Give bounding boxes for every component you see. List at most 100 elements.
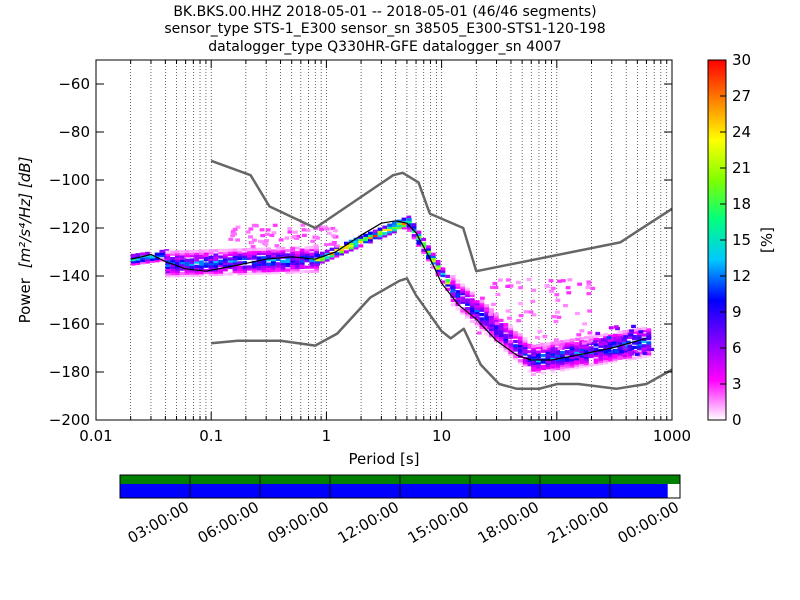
psd-density-cell (315, 258, 320, 262)
psd-density-cell (320, 256, 325, 260)
psd-density-cell (387, 225, 392, 229)
psd-density-cell (598, 338, 604, 342)
psd-density-cell (584, 362, 589, 366)
psd-density-cell (223, 257, 228, 261)
psd-density-cell (646, 332, 652, 336)
psd-density-cell (348, 244, 354, 248)
psd-density-cell (498, 340, 504, 344)
psd-density-cell (469, 319, 475, 323)
psd-density-cell (608, 338, 613, 342)
psd-density-cell (411, 223, 417, 227)
psd-density-cell (555, 362, 560, 366)
psd-density-cell (598, 357, 604, 361)
psd-density-cell (377, 234, 383, 238)
psd-density-cell (179, 265, 185, 269)
psd-density-cell (295, 265, 300, 270)
psd-density-cell (527, 358, 533, 362)
psd-density-cell (324, 251, 330, 256)
psd-density-cell (593, 336, 599, 340)
psd-density-cell (460, 309, 466, 313)
psd-outlier-cell (505, 278, 511, 282)
psd-density-cell (406, 218, 412, 222)
psd-density-cell (299, 263, 305, 267)
psd-outlier-cell (585, 285, 591, 290)
psd-density-cell (392, 225, 397, 230)
psd-density-cell (247, 265, 252, 269)
psd-density-cell (545, 359, 551, 363)
psd-density-cell (517, 352, 523, 356)
psd-density-cell (527, 343, 533, 347)
psd-density-cell (295, 257, 300, 261)
psd-density-cell (175, 256, 180, 260)
psd-density-cell (503, 335, 509, 340)
psd-density-cell (622, 332, 628, 336)
psd-density-cell (247, 267, 252, 271)
psd-density-cell (314, 250, 319, 254)
psd-density-cell (474, 321, 480, 325)
psd-density-cell (213, 266, 219, 270)
psd-density-cell (223, 251, 228, 255)
psd-density-cell (290, 263, 295, 268)
psd-density-cell (579, 343, 584, 347)
psd-density-cell (517, 350, 523, 354)
psd-density-cell (550, 363, 556, 367)
psd-density-cell (251, 247, 257, 252)
psd-density-cell (237, 250, 243, 254)
psd-outlier-cell (232, 227, 238, 231)
psd-density-cell (275, 251, 281, 255)
psd-density-cell (536, 354, 541, 358)
psd-density-cell (465, 309, 470, 313)
psd-outlier-cell (491, 302, 496, 306)
psd-density-cell (179, 254, 185, 258)
psd-outlier-cell (494, 321, 500, 325)
psd-density-cell (555, 358, 560, 362)
psd-outlier-cell (613, 325, 619, 329)
psd-density-cell (536, 359, 541, 363)
psd-density-cell (271, 260, 276, 264)
psd-density-cell (531, 372, 536, 376)
psd-density-cell (348, 248, 354, 252)
psd-density-cell (588, 348, 594, 352)
colorbar-tick-label: 6 (732, 339, 742, 357)
psd-density-cell (555, 349, 560, 353)
psd-density-cell (203, 271, 209, 275)
psd-density-cell (579, 349, 584, 354)
psd-density-cell (227, 253, 233, 257)
psd-density-cell (232, 250, 238, 254)
psd-density-cell (223, 255, 228, 259)
psd-density-cell (266, 258, 271, 262)
psd-density-cell (513, 331, 518, 335)
title-line-1: BK.BKS.00.HHZ 2018-05-01 -- 2018-05-01 (… (173, 4, 596, 20)
psd-density-cell (189, 267, 195, 271)
psd-density-cell (203, 251, 209, 255)
psd-density-cell (603, 352, 608, 356)
psd-density-cell (564, 367, 570, 371)
psd-density-cell (498, 333, 504, 338)
psd-density-cell (290, 268, 295, 272)
psd-density-cell (285, 264, 291, 268)
psd-density-cell (531, 349, 536, 353)
psd-density-cell (465, 300, 470, 304)
psd-outlier-cell (615, 327, 620, 331)
psd-density-cell (469, 302, 475, 306)
psd-density-cell (560, 363, 565, 367)
psd-density-cell (237, 269, 243, 274)
low-noise-model-line (211, 277, 673, 391)
psd-density-cell (401, 219, 407, 223)
psd-density-cell (460, 285, 466, 289)
psd-density-cell (508, 346, 514, 350)
psd-density-cell (165, 259, 171, 263)
psd-density-cell (184, 271, 190, 275)
psd-density-cell (175, 261, 180, 265)
psd-density-cell (440, 280, 446, 284)
psd-density-cell (266, 251, 271, 255)
psd-outlier-cell (608, 326, 614, 330)
psd-density-cell (227, 272, 233, 276)
psd-outlier-cell (555, 310, 560, 314)
psd-density-cell (232, 265, 238, 269)
psd-outlier-cell (576, 333, 582, 337)
psd-density-cell (145, 260, 150, 264)
psd-outlier-cell (232, 232, 237, 236)
timeline-tick-label: 21:00:00 (545, 498, 612, 547)
psd-density-cell (324, 256, 330, 260)
